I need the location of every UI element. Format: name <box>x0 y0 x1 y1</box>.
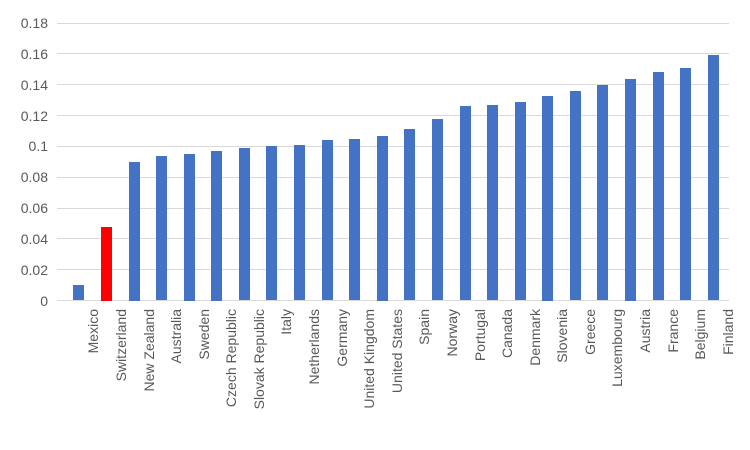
x-label-spain: Spain <box>416 309 433 345</box>
x-label-austria: Austria <box>637 309 653 353</box>
y-tick-label-0.04: 0.04 <box>20 230 48 247</box>
bar-australia <box>156 155 167 301</box>
x-label-italy: Italy <box>278 309 295 335</box>
x-label-greece: Greece <box>581 309 598 355</box>
x-axis-line <box>57 300 729 301</box>
bar-spain <box>404 129 416 301</box>
bar-canada <box>487 104 498 301</box>
bar-sweden <box>183 154 195 301</box>
gridline <box>57 269 729 271</box>
y-tick-label-0.08: 0.08 <box>20 169 48 186</box>
y-tick-label-0.1: 0.1 <box>28 138 48 155</box>
bar-united-states <box>376 135 388 301</box>
x-label-finland: Finland <box>719 309 736 355</box>
gridline <box>57 22 729 24</box>
x-label-new-zealand: New Zealand <box>140 309 157 392</box>
x-label-norway: Norway <box>443 309 460 357</box>
bar-switzerland <box>100 226 112 301</box>
bar-slovenia <box>542 95 554 301</box>
x-label-germany: Germany <box>333 309 350 367</box>
x-label-sweden: Sweden <box>195 309 212 360</box>
bar-new-zealand <box>128 161 140 301</box>
x-label-canada: Canada <box>499 309 515 359</box>
gridline <box>57 53 729 55</box>
bar-slovak-republic <box>238 147 250 301</box>
y-tick-label-0.16: 0.16 <box>20 45 48 62</box>
bar-france <box>652 72 664 301</box>
x-label-united-states: United States <box>388 309 405 394</box>
bar-czech-republic <box>211 151 223 301</box>
bar-mexico <box>73 285 85 301</box>
gridline <box>57 207 729 209</box>
x-label-slovak-republic: Slovak Republic <box>250 309 267 410</box>
gridline <box>57 176 729 178</box>
gridline <box>57 238 729 240</box>
x-label-belgium: Belgium <box>692 309 709 360</box>
bar-portugal <box>459 106 471 301</box>
x-label-denmark: Denmark <box>526 309 543 366</box>
x-label-portugal: Portugal <box>471 309 488 362</box>
gridline <box>57 145 729 147</box>
y-tick-label-0.02: 0.02 <box>20 261 48 278</box>
bar-united-kingdom <box>349 138 361 301</box>
bar-belgium <box>680 67 692 301</box>
bar-netherlands <box>294 144 305 301</box>
bar-greece <box>569 90 581 301</box>
x-label-mexico: Mexico <box>85 309 102 354</box>
bar-germany <box>321 140 333 301</box>
x-label-netherlands: Netherlands <box>306 309 322 385</box>
x-label-slovenia: Slovenia <box>554 309 571 363</box>
bar-finland <box>707 55 719 301</box>
y-tick-label-0: 0 <box>40 292 48 309</box>
x-label-australia: Australia <box>168 309 184 364</box>
x-label-czech-republic: Czech Republic <box>223 309 240 408</box>
x-label-france: France <box>664 309 681 353</box>
bar-austria <box>625 78 636 301</box>
bar-luxembourg <box>597 84 609 301</box>
x-label-luxembourg: Luxembourg <box>609 309 626 387</box>
x-label-switzerland: Switzerland <box>112 309 129 382</box>
y-tick-label-0.12: 0.12 <box>20 107 48 124</box>
bar-italy <box>266 146 278 301</box>
bar-norway <box>431 118 443 301</box>
gridline <box>57 115 729 116</box>
y-tick-label-0.06: 0.06 <box>20 200 48 216</box>
y-tick-label-0.18: 0.18 <box>20 15 48 31</box>
bar-denmark <box>514 101 526 301</box>
x-label-united-kingdom: United Kingdom <box>361 309 378 409</box>
y-tick-label-0.14: 0.14 <box>20 76 48 93</box>
gridline <box>57 84 729 86</box>
